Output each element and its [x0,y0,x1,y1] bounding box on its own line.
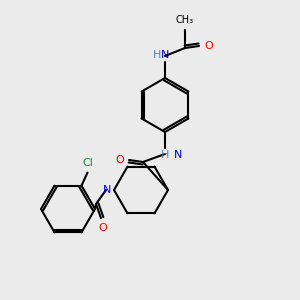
Text: H: H [153,50,161,60]
Text: CH₃: CH₃ [176,15,194,25]
Text: O: O [115,155,124,165]
Text: O: O [99,223,107,233]
Text: N: N [174,150,182,160]
Text: O: O [204,41,213,51]
Text: N: N [161,50,169,60]
Text: H: H [161,150,169,160]
Text: Cl: Cl [82,158,93,168]
Text: N: N [103,185,111,195]
